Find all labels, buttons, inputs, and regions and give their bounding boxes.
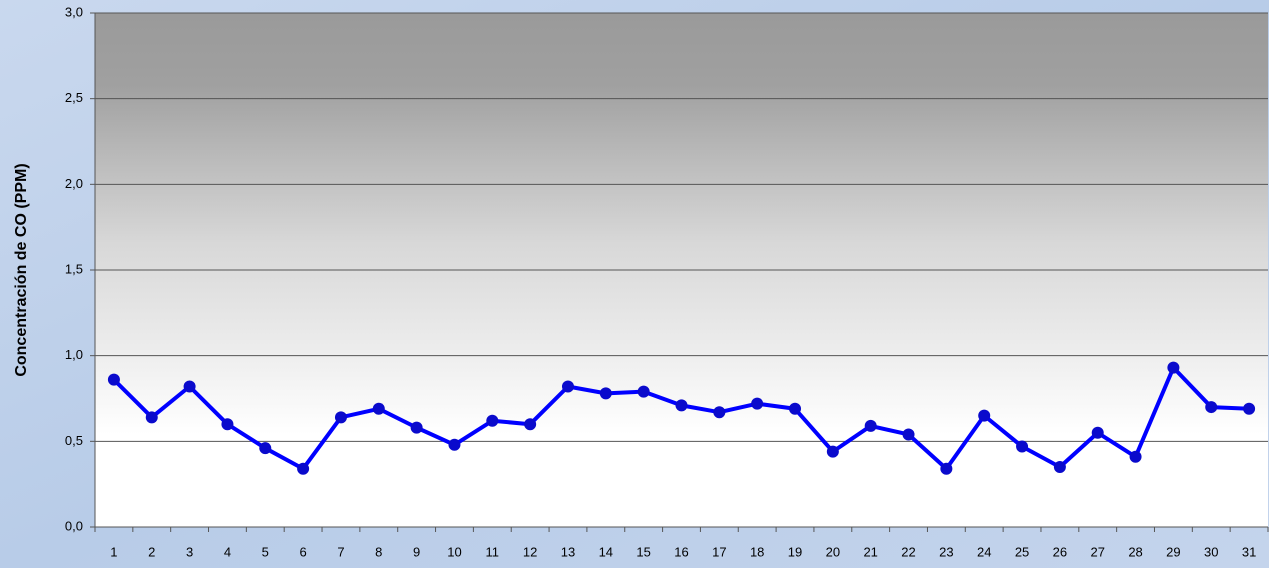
data-point [448, 438, 461, 451]
data-point [1053, 461, 1066, 474]
data-point [751, 397, 764, 410]
data-point [789, 402, 802, 415]
data-point [637, 385, 650, 398]
data-point [524, 418, 537, 431]
x-tick-label: 15 [636, 544, 650, 559]
x-tick-label: 29 [1166, 544, 1180, 559]
y-axis-label: Concentración de CO (PPM) [13, 163, 30, 376]
data-point [410, 421, 423, 434]
x-tick-label: 21 [863, 544, 877, 559]
data-point [221, 418, 234, 431]
x-tick-label: 10 [447, 544, 461, 559]
y-tick-label: 2,5 [65, 90, 83, 105]
data-point [259, 442, 272, 455]
data-point [940, 462, 953, 475]
x-tick-label: 5 [262, 544, 269, 559]
x-tick-label: 30 [1204, 544, 1218, 559]
data-point [561, 380, 574, 393]
x-tick-label: 17 [712, 544, 726, 559]
x-tick-label: 26 [1053, 544, 1067, 559]
data-point [1129, 450, 1142, 463]
x-tick-label: 31 [1242, 544, 1256, 559]
data-point [902, 428, 915, 441]
data-point [1016, 440, 1029, 453]
y-tick-label: 3,0 [65, 4, 83, 19]
x-tick-label: 1 [110, 544, 117, 559]
x-tick-label: 25 [1015, 544, 1029, 559]
data-point [826, 445, 839, 458]
x-tick-label: 7 [337, 544, 344, 559]
x-tick-label: 24 [977, 544, 991, 559]
data-point [334, 411, 347, 424]
x-tick-label: 19 [788, 544, 802, 559]
data-point [713, 406, 726, 419]
y-tick-label: 0,5 [65, 433, 83, 448]
data-point [107, 373, 120, 386]
x-tick-label: 28 [1128, 544, 1142, 559]
data-point [297, 462, 310, 475]
data-point [372, 402, 385, 415]
y-tick-label: 2,0 [65, 176, 83, 191]
data-point [599, 387, 612, 400]
x-tick-label: 11 [486, 544, 500, 559]
x-tick-label: 18 [750, 544, 764, 559]
x-tick-label: 13 [561, 544, 575, 559]
y-tick-label: 0,0 [65, 518, 83, 533]
data-point [486, 414, 499, 427]
x-tick-label: 27 [1090, 544, 1104, 559]
x-tick-label: 2 [148, 544, 155, 559]
data-point [864, 419, 877, 432]
x-tick-label: 4 [224, 544, 231, 559]
x-tick-label: 22 [901, 544, 915, 559]
x-tick-label: 9 [413, 544, 420, 559]
y-tick-label: 1,0 [65, 347, 83, 362]
x-tick-label: 8 [375, 544, 382, 559]
x-tick-label: 3 [186, 544, 193, 559]
data-point [1167, 361, 1180, 374]
x-tick-label: 12 [523, 544, 537, 559]
x-tick-label: 16 [674, 544, 688, 559]
x-tick-label: 20 [826, 544, 840, 559]
x-tick-label: 14 [599, 544, 613, 559]
data-point [1205, 401, 1218, 414]
data-point [145, 411, 158, 424]
data-point [183, 380, 196, 393]
data-point [675, 399, 688, 412]
x-tick-label: 6 [299, 544, 306, 559]
x-tick-label: 23 [939, 544, 953, 559]
data-point [978, 409, 991, 422]
y-tick-label: 1,5 [65, 261, 83, 276]
data-point [1091, 426, 1104, 439]
data-point [1243, 402, 1256, 415]
